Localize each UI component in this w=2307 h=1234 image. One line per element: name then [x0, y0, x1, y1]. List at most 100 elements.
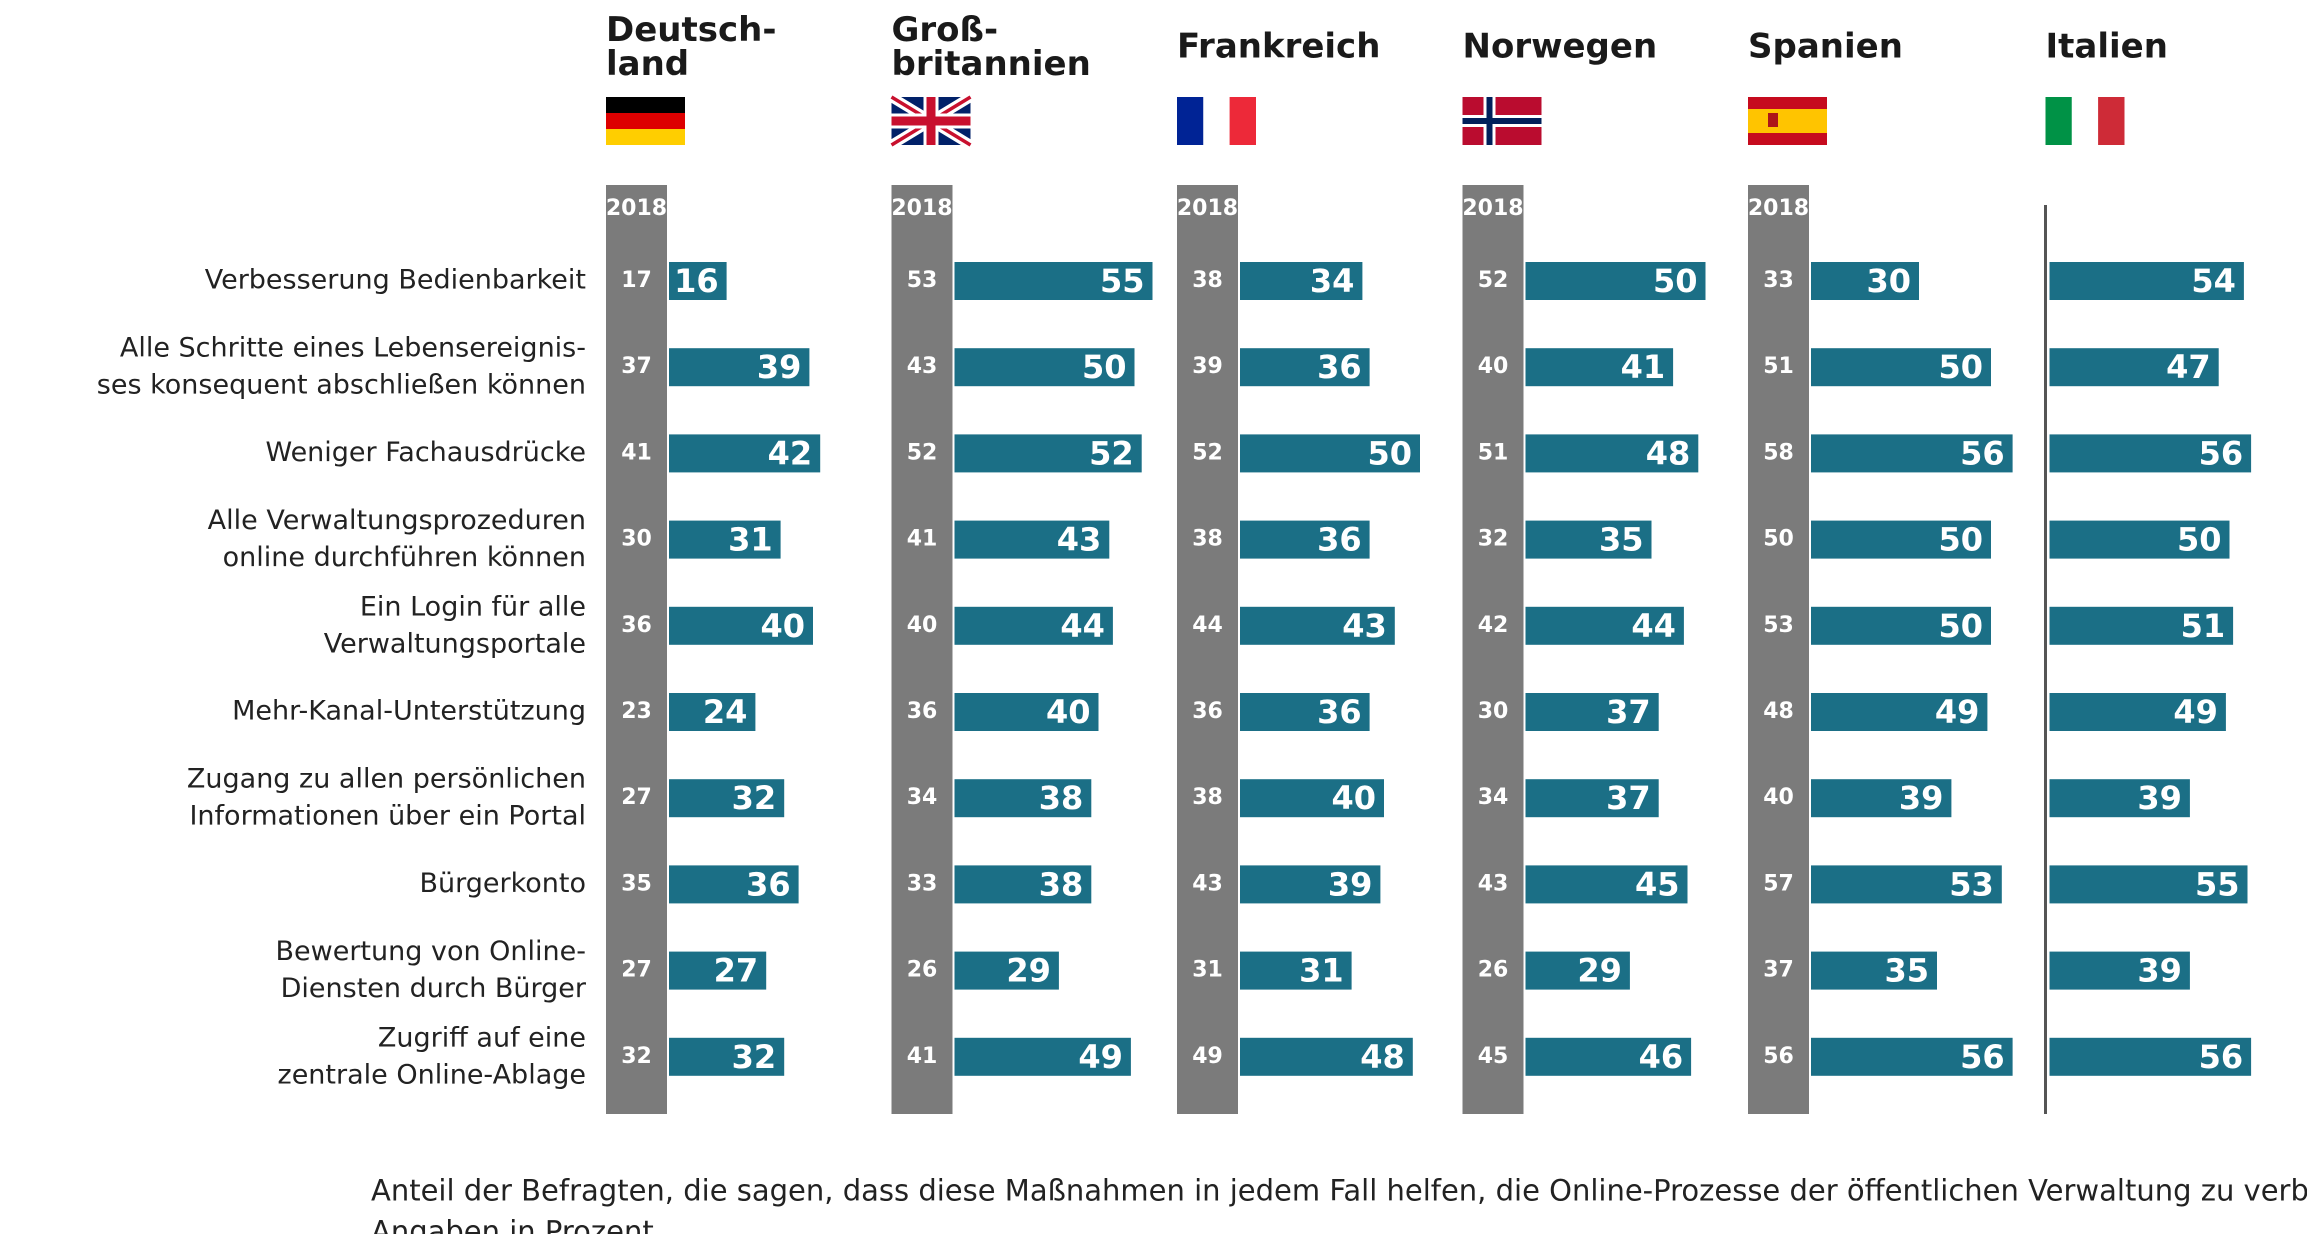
baseline-value: 36	[1192, 699, 1223, 724]
bar	[2049, 693, 2226, 731]
baseline-value: 26	[1478, 958, 1509, 983]
bar	[669, 434, 821, 473]
flag-stripe	[1748, 109, 1827, 133]
row-label: Alle Verwaltungsprozeduren online durchfü…	[208, 505, 586, 573]
baseline-value: 27	[621, 785, 652, 810]
flag	[1177, 97, 1256, 145]
bar	[954, 520, 1110, 559]
value-label: 47	[2166, 348, 2211, 386]
row-label: Zugriff auf eine zentrale Online-Ablage	[278, 1022, 586, 1090]
row-label: Mehr-Kanal-Unterstützung	[232, 696, 586, 727]
baseline-value: 40	[1763, 785, 1794, 810]
bar	[1525, 1037, 1692, 1076]
bar	[2049, 606, 2234, 645]
flag	[1462, 97, 1542, 145]
value-label: 32	[732, 1038, 777, 1076]
value-label: 39	[2137, 779, 2182, 817]
value-label: 35	[1599, 521, 1644, 559]
baseline-value: 43	[907, 354, 938, 379]
flag-stripe	[1229, 97, 1256, 145]
baseline-column	[606, 185, 667, 1114]
value-label: 29	[1006, 952, 1051, 990]
baseline-value: 23	[621, 699, 652, 724]
baseline-value: 17	[621, 268, 652, 293]
value-label: 35	[1884, 952, 1929, 990]
country-name: Italien	[2046, 27, 2168, 67]
value-label: 46	[1639, 1038, 1684, 1076]
bar	[1811, 348, 1991, 387]
bar	[669, 348, 810, 387]
row-label: Bürgerkonto	[419, 868, 586, 899]
bar	[1240, 865, 1381, 904]
baseline-value: 32	[1478, 527, 1509, 552]
bar	[669, 865, 799, 904]
bar	[2049, 348, 2219, 387]
baseline-value: 36	[907, 699, 938, 724]
value-label: 27	[714, 952, 759, 990]
bar	[1240, 520, 1370, 559]
value-label: 16	[674, 262, 719, 300]
flag-cross	[891, 97, 971, 145]
value-label: 49	[2173, 693, 2218, 731]
baseline-value: 39	[1192, 354, 1223, 379]
baseline-value: 27	[621, 958, 652, 983]
bar	[1240, 606, 1395, 645]
row-label: Weniger Fachausdrücke	[265, 437, 586, 468]
value-label: 39	[757, 348, 802, 386]
value-label: 29	[1577, 952, 1622, 990]
baseline-value: 33	[907, 871, 938, 896]
baseline-value: 38	[1192, 268, 1223, 293]
bar	[1525, 262, 1706, 300]
value-label: 56	[2199, 434, 2244, 472]
baseline-value: 34	[907, 785, 938, 810]
row-label: Alle Schritte eines Lebensereignis-ses k…	[97, 332, 586, 400]
bar	[1240, 779, 1384, 818]
bar	[954, 693, 1099, 731]
baseline-value: 30	[1478, 699, 1509, 724]
value-label: 41	[1621, 348, 1666, 386]
country-name: Frankreich	[1177, 27, 1380, 67]
bar	[1240, 434, 1420, 473]
baseline-header: 2018	[1177, 196, 1238, 221]
value-label: 40	[1046, 693, 1091, 731]
value-label: 50	[1938, 521, 1983, 559]
value-label: 36	[746, 865, 791, 903]
baseline-value: 33	[1763, 268, 1794, 293]
bar	[954, 865, 1092, 904]
flag	[606, 97, 685, 145]
bar	[954, 1037, 1131, 1076]
value-label: 30	[1866, 262, 1911, 300]
baseline-value: 44	[1192, 613, 1223, 638]
baseline-value: 50	[1763, 527, 1794, 552]
baseline-value: 43	[1192, 871, 1223, 896]
value-label: 42	[768, 434, 813, 472]
flag-stripe	[2071, 97, 2099, 145]
bar	[2049, 1037, 2252, 1076]
value-label: 49	[1935, 693, 1980, 731]
baseline-value: 53	[1763, 613, 1794, 638]
baseline-value: 34	[1478, 785, 1509, 810]
value-label: 52	[1089, 434, 1134, 472]
flag-stripe	[2098, 97, 2125, 145]
baseline-value: 57	[1763, 871, 1794, 896]
baseline-value: 51	[1478, 440, 1509, 465]
value-label: 54	[2191, 262, 2236, 300]
bar	[669, 1037, 785, 1076]
value-label: 50	[1082, 348, 1127, 386]
baseline-value: 40	[907, 613, 938, 638]
value-label: 56	[1960, 434, 2005, 472]
baseline-value: 30	[621, 527, 652, 552]
value-label: 37	[1606, 779, 1651, 817]
bar	[1811, 779, 1952, 818]
baseline-value: 49	[1192, 1044, 1223, 1069]
baseline-value: 58	[1763, 440, 1794, 465]
bar	[1811, 1037, 2013, 1076]
baseline-value: 41	[907, 1044, 938, 1069]
value-label: 50	[2177, 521, 2222, 559]
flag-stripe	[2045, 97, 2072, 145]
baseline-value: 42	[1478, 613, 1509, 638]
baseline-column	[1748, 185, 1809, 1114]
value-label: 49	[1078, 1038, 1123, 1076]
baseline-value: 45	[1478, 1044, 1509, 1069]
